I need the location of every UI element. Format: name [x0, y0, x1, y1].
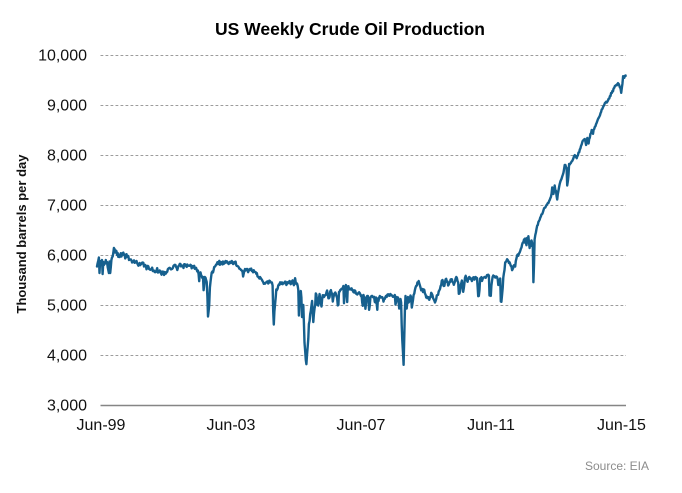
svg-text:8,000: 8,000 — [47, 148, 87, 165]
svg-text:Jun-15: Jun-15 — [597, 417, 646, 434]
svg-text:3,000: 3,000 — [47, 398, 87, 415]
svg-text:5,000: 5,000 — [47, 298, 87, 315]
svg-text:4,000: 4,000 — [47, 348, 87, 365]
svg-text:Jun-07: Jun-07 — [337, 417, 386, 434]
svg-text:Source: EIA: Source: EIA — [585, 459, 649, 473]
svg-text:6,000: 6,000 — [47, 248, 87, 265]
svg-text:7,000: 7,000 — [47, 198, 87, 215]
svg-text:US Weekly Crude Oil Production: US Weekly Crude Oil Production — [215, 19, 485, 39]
svg-text:10,000: 10,000 — [38, 48, 87, 65]
svg-text:9,000: 9,000 — [47, 98, 87, 115]
svg-text:Thousand barrels per day: Thousand barrels per day — [14, 154, 29, 314]
svg-text:Jun-99: Jun-99 — [77, 417, 126, 434]
svg-text:Jun-11: Jun-11 — [467, 417, 515, 434]
svg-text:Jun-03: Jun-03 — [207, 417, 256, 434]
